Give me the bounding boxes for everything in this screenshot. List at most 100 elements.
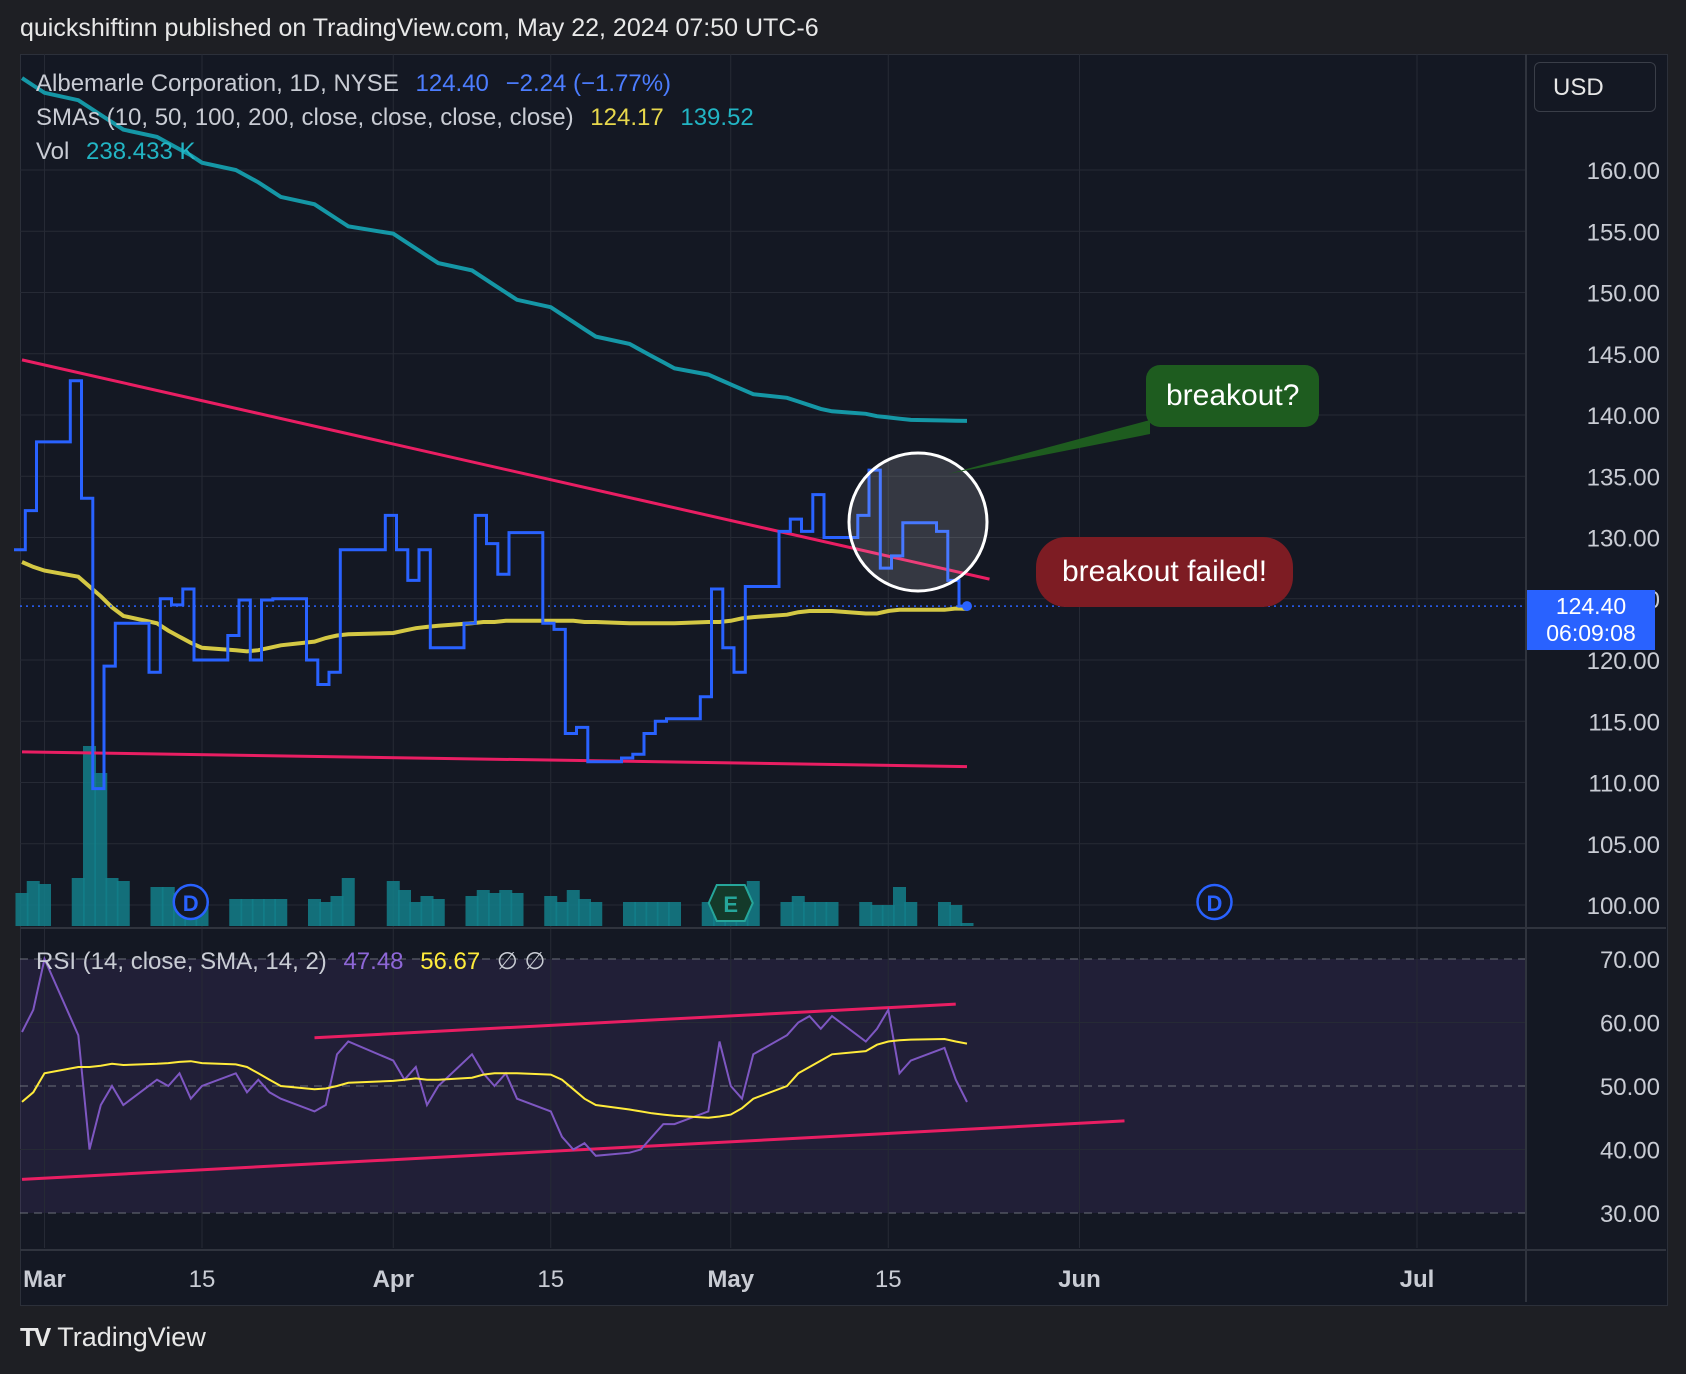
volume-bar (589, 902, 603, 926)
volume-bar (240, 899, 254, 926)
price-tick-label: 120.00 (1587, 648, 1660, 675)
breakout-failed-callout[interactable]: breakout failed! (1036, 537, 1294, 607)
chart-frame (20, 54, 1668, 1306)
sma-value-short: 124.17 (590, 104, 664, 131)
volume-bar (780, 902, 794, 926)
time-tick-label: Jul (1400, 1266, 1435, 1293)
volume-bar (308, 899, 321, 926)
last-price: 124.40 (415, 70, 489, 97)
tradingview-logo-icon: TV (20, 1322, 51, 1352)
volume-bar (645, 902, 659, 926)
volume-bar (94, 773, 108, 926)
volume-bar (319, 902, 333, 926)
price-tag-countdown: 06:09:08 (1546, 620, 1636, 646)
price-step-line (14, 379, 967, 791)
volume-bar (229, 899, 243, 926)
rsi-value: 47.48 (343, 948, 404, 975)
volume-legend[interactable]: Vol 238.433 K (36, 138, 205, 166)
price-tick-label: 140.00 (1587, 403, 1660, 430)
price-tick-label: 160.00 (1587, 158, 1660, 185)
price-trendline (21, 358, 990, 581)
time-tick-label: 15 (537, 1266, 564, 1293)
volume-bar (398, 890, 411, 926)
sma-legend[interactable]: SMAs (10, 50, 100, 200, close, close, cl… (36, 104, 764, 132)
sma-label: SMAs (10, 50, 100, 200, close, close, cl… (36, 104, 574, 131)
time-tick-label: Apr (373, 1266, 414, 1293)
volume-bar (544, 896, 558, 926)
volume-bar (668, 902, 681, 926)
dividend-marker-icon (172, 883, 209, 921)
volume-bar (634, 902, 648, 926)
price-change: −2.24 (−1.77%) (505, 70, 672, 97)
last-price-dot (962, 601, 972, 612)
volume-bar (814, 902, 828, 926)
volume-bar (386, 881, 400, 926)
brand-name: TradingView (57, 1322, 206, 1352)
price-tick-label: 145.00 (1587, 342, 1660, 369)
rsi-trendline (314, 1002, 956, 1040)
volume-bar (938, 902, 951, 926)
rsi-line (21, 955, 968, 1157)
volume-bar (893, 887, 906, 926)
rsi-tick-label: 60.00 (1600, 1011, 1660, 1038)
time-tick-label: 15 (875, 1266, 902, 1293)
volume-value: 238.433 K (86, 138, 196, 165)
volume-bar (566, 890, 580, 926)
rsi-empty-values: ∅ ∅ (496, 948, 546, 975)
price-tick-label: 115.00 (1588, 709, 1660, 736)
price-tick-label: 110.00 (1588, 771, 1660, 798)
volume-bar (488, 893, 501, 926)
currency-selector[interactable]: USD (1534, 62, 1656, 112)
dividend-marker-letter: D (183, 891, 199, 916)
rsi-label: RSI (14, close, SMA, 14, 2) (36, 948, 327, 975)
publisher-header: quickshiftinn published on TradingView.c… (20, 14, 819, 42)
symbol-name: Albemarle Corporation, 1D, NYSE (36, 70, 399, 97)
volume-bar (330, 896, 344, 926)
price-tag-value: 124.40 (1555, 593, 1627, 619)
volume-bar (656, 902, 670, 926)
volume-bar (431, 899, 445, 926)
time-tick-label: Jun (1058, 1266, 1101, 1293)
rsi-ma-value: 56.67 (420, 948, 481, 975)
volume-bar (870, 905, 884, 926)
sma-long-line (20, 76, 968, 423)
rsi-legend[interactable]: RSI (14, close, SMA, 14, 2) 47.48 56.67 … (36, 947, 555, 976)
volume-bar (960, 923, 974, 926)
callout-pointer (948, 420, 1150, 474)
price-tick-label: 100.00 (1587, 893, 1660, 920)
volume-bar (15, 893, 29, 926)
volume-bar (476, 890, 490, 926)
time-tick-label: Mar (23, 1266, 66, 1293)
volume-bar (26, 881, 40, 926)
earnings-marker-icon (707, 884, 754, 922)
volume-bar (38, 884, 51, 926)
volume-bar (409, 902, 423, 926)
last-price-tag: 124.40 06:09:08 (1527, 590, 1655, 650)
rsi-tick-label: 40.00 (1600, 1138, 1660, 1165)
price-trendline (21, 750, 968, 769)
price-tick-label: 155.00 (1587, 219, 1660, 246)
tradingview-footer[interactable]: TV TradingView (20, 1322, 206, 1353)
price-tick-label: 105.00 (1587, 832, 1660, 859)
time-tick-label: 15 (189, 1266, 216, 1293)
volume-bar (341, 878, 355, 926)
breakout-question-callout[interactable]: breakout? (1146, 365, 1320, 427)
dividend-marker-letter: D (1207, 891, 1223, 916)
volume-bar (150, 887, 164, 926)
volume-bar (263, 899, 276, 926)
volume-bar (83, 746, 96, 926)
breakout-highlight-circle (847, 451, 989, 593)
volume-label: Vol (36, 138, 70, 165)
volume-bar (555, 902, 569, 926)
volume-bar (116, 881, 130, 926)
symbol-legend[interactable]: Albemarle Corporation, 1D, NYSE 124.40 −… (36, 70, 681, 98)
rsi-tick-label: 50.00 (1600, 1074, 1660, 1101)
price-tick-label: 130.00 (1587, 526, 1660, 553)
volume-bar (499, 890, 513, 926)
sma-short-line (21, 560, 968, 654)
volume-bar (251, 899, 265, 926)
volume-bar (949, 905, 963, 926)
rsi-tick-label: 30.00 (1600, 1201, 1660, 1228)
volume-bar (71, 878, 85, 926)
